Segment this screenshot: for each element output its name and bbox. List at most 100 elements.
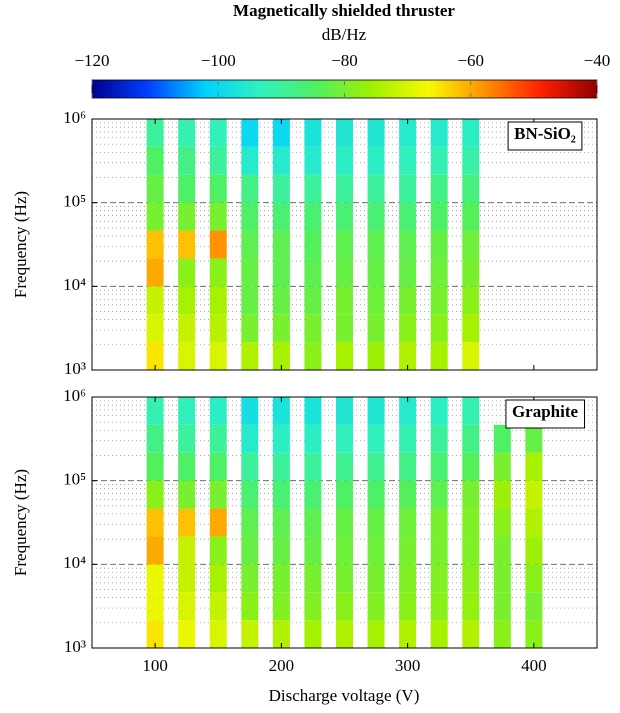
heatmap-cell [304,286,322,315]
y-axis-label: Frequency (Hz) [11,469,30,576]
heatmap-cell [146,230,164,259]
heatmap-cell [209,286,227,315]
heatmap-cell [304,397,322,425]
heatmap-cell [178,258,196,287]
heatmap-cell [178,174,196,203]
heatmap-cell [178,536,196,565]
heatmap-cell [146,592,164,621]
y-tick-label: 10⁶ [63,108,86,127]
y-tick-label: 10⁴ [63,275,86,294]
heatmap-cell [241,314,259,343]
colorbar-tick-label: −100 [201,51,236,70]
heatmap-cell [367,452,385,481]
heatmap-cell [399,480,417,509]
heatmap-cell [146,397,164,425]
heatmap-cell [367,258,385,287]
y-tick-label: 10³ [64,637,86,656]
heatmap-cell [241,202,259,231]
heatmap-cell [430,119,448,147]
heatmap-cell [430,564,448,593]
heatmap-cell [241,424,259,453]
heatmap-cell [493,508,511,537]
heatmap-cell [399,286,417,315]
heatmap-cell [462,508,480,537]
heatmap-cell [178,230,196,259]
heatmap-cell [272,119,290,147]
heatmap-cell [178,342,196,370]
heatmap-cell [430,146,448,175]
panel-label: Graphite [512,402,579,421]
heatmap-cell [399,230,417,259]
heatmap-cell [462,174,480,203]
heatmap-cell [209,397,227,425]
heatmap-cell [304,508,322,537]
heatmap-cell [493,592,511,621]
heatmap-cell [336,397,353,425]
heatmap-cell [399,202,417,231]
heatmap-cell [241,174,259,203]
panel-frame [91,396,598,649]
heatmap-cell [399,314,417,343]
heatmap-cell [209,174,227,203]
heatmap-cell [146,480,164,509]
heatmap-cell [272,452,290,481]
heatmap-cell [209,536,227,565]
heatmap-cell [241,258,259,287]
chart-title: Magnetically shielded thruster [233,1,455,20]
colorbar-tick-label: −40 [584,51,611,70]
heatmap-cell [241,564,259,593]
y-tick-label: 10⁶ [63,386,86,405]
heatmap-cell [493,452,511,481]
heatmap-cell [399,258,417,287]
heatmap-cell [430,508,448,537]
heatmap-cell [336,230,353,259]
heatmap-cell [462,202,480,231]
heatmap-cell [525,508,543,537]
heatmap-cell [146,174,164,203]
heatmap-cell [462,397,480,425]
heatmap-cell [367,508,385,537]
panel-label-box [505,399,586,429]
heatmap-cell [462,258,480,287]
heatmap-cell [430,480,448,509]
heatmap-cell [272,480,290,509]
heatmap-cell [493,620,511,648]
x-tick-label: 200 [269,656,295,675]
heatmap-cell [272,508,290,537]
panel-frame [91,118,598,371]
heatmap-cell [336,119,353,147]
y-tick-label: 10⁴ [63,553,86,572]
heatmap-cell [493,424,511,453]
heatmap-cell [462,480,480,509]
heatmap-cell [209,342,227,370]
heatmap-cell [367,202,385,231]
heatmap-cell [430,592,448,621]
heatmap-cell [146,146,164,175]
heatmap-cell [399,508,417,537]
heatmap-cell [241,230,259,259]
panel-label-box [507,121,583,151]
heatmap-cell [462,452,480,481]
heatmap-cell [304,452,322,481]
heatmap-cell [336,314,353,343]
y-tick-label: 10⁵ [63,192,86,211]
heatmap-cell [146,620,164,648]
heatmap-cell [146,119,164,147]
heatmap-cell [367,424,385,453]
heatmap-cell [272,230,290,259]
heatmap-cell [462,119,480,147]
heatmap-cell [209,202,227,231]
x-tick-label: 100 [142,656,168,675]
heatmap-cell [272,397,290,425]
heatmap-cell [304,564,322,593]
heatmap-cell [336,564,353,593]
heatmap-cell [178,286,196,315]
heatmap-cell [241,480,259,509]
heatmap-cell [272,258,290,287]
heatmap-cell [430,258,448,287]
heatmap-cell [336,452,353,481]
heatmap-cell [462,146,480,175]
heatmap-cell [178,620,196,648]
heatmap-cell [146,286,164,315]
